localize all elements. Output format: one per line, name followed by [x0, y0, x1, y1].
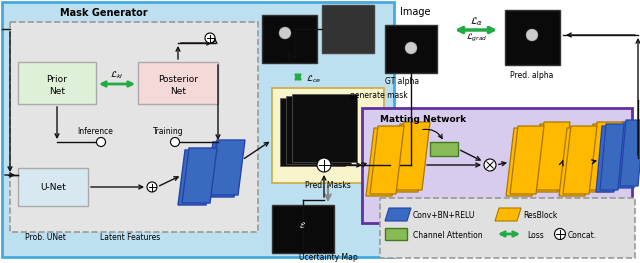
Text: Net: Net	[170, 87, 186, 95]
Text: Concat.: Concat.	[568, 230, 597, 240]
Circle shape	[205, 33, 215, 43]
FancyBboxPatch shape	[18, 62, 96, 104]
Polygon shape	[206, 142, 241, 197]
Text: Training: Training	[153, 128, 183, 136]
FancyBboxPatch shape	[262, 15, 317, 63]
Polygon shape	[495, 208, 521, 221]
Text: $\mathcal{L}_{ce}$: $\mathcal{L}_{ce}$	[306, 73, 321, 85]
FancyBboxPatch shape	[505, 10, 560, 65]
FancyBboxPatch shape	[385, 228, 407, 240]
Circle shape	[484, 159, 496, 171]
FancyArrowPatch shape	[423, 129, 442, 138]
Text: ResBlock: ResBlock	[523, 211, 557, 220]
Text: $\mathcal{E}$: $\mathcal{E}$	[300, 220, 307, 230]
Text: Prob. UNet: Prob. UNet	[25, 232, 66, 241]
Circle shape	[405, 42, 417, 54]
FancyBboxPatch shape	[286, 96, 351, 164]
Text: Loss: Loss	[527, 230, 544, 240]
Text: generate mask: generate mask	[350, 92, 408, 100]
Polygon shape	[392, 124, 426, 192]
Polygon shape	[536, 122, 570, 190]
Text: Matting Network: Matting Network	[380, 115, 466, 124]
FancyBboxPatch shape	[362, 108, 632, 223]
Polygon shape	[620, 120, 640, 186]
FancyBboxPatch shape	[385, 25, 437, 73]
Polygon shape	[589, 122, 623, 190]
Text: Pred. Masks: Pred. Masks	[305, 180, 351, 190]
Circle shape	[554, 229, 566, 240]
Text: GT alpha: GT alpha	[385, 78, 419, 87]
Circle shape	[170, 138, 179, 146]
Text: $\mathcal{L}_{kl}$: $\mathcal{L}_{kl}$	[110, 69, 124, 81]
Polygon shape	[532, 124, 566, 192]
Polygon shape	[563, 126, 597, 194]
Text: $\mathcal{L}_{\alpha}$: $\mathcal{L}_{\alpha}$	[470, 16, 484, 28]
Circle shape	[147, 182, 157, 192]
FancyBboxPatch shape	[430, 142, 458, 156]
Text: U-Net: U-Net	[40, 184, 66, 193]
Circle shape	[317, 158, 331, 172]
FancyBboxPatch shape	[272, 205, 334, 253]
FancyBboxPatch shape	[272, 88, 384, 183]
Polygon shape	[370, 126, 404, 194]
Text: Latent Features: Latent Features	[100, 232, 160, 241]
Polygon shape	[182, 148, 217, 203]
Circle shape	[97, 138, 106, 146]
Circle shape	[279, 27, 291, 39]
Text: Posterior: Posterior	[158, 75, 198, 84]
Text: Image: Image	[400, 7, 431, 17]
Text: $\mathcal{L}_{grad}$: $\mathcal{L}_{grad}$	[467, 32, 488, 44]
FancyBboxPatch shape	[10, 22, 258, 232]
Text: Ucertainty Map: Ucertainty Map	[299, 252, 357, 261]
FancyBboxPatch shape	[2, 2, 394, 257]
Text: Net: Net	[49, 87, 65, 95]
Polygon shape	[510, 126, 544, 194]
FancyBboxPatch shape	[18, 168, 88, 206]
FancyBboxPatch shape	[138, 62, 218, 104]
Text: Mask Generator: Mask Generator	[60, 8, 148, 18]
FancyBboxPatch shape	[380, 198, 635, 258]
Polygon shape	[585, 124, 619, 192]
FancyBboxPatch shape	[322, 5, 374, 53]
FancyBboxPatch shape	[280, 98, 345, 166]
Text: Channel Attention: Channel Attention	[413, 230, 483, 240]
Text: Inference: Inference	[77, 128, 113, 136]
Polygon shape	[616, 122, 640, 188]
Polygon shape	[559, 128, 593, 196]
Circle shape	[526, 29, 538, 41]
Polygon shape	[506, 128, 540, 196]
Polygon shape	[210, 140, 245, 195]
Text: Prior: Prior	[47, 75, 67, 84]
Text: Conv+BN+RELU: Conv+BN+RELU	[413, 211, 476, 220]
Text: Pred. alpha: Pred. alpha	[510, 70, 554, 79]
Polygon shape	[600, 124, 624, 190]
FancyBboxPatch shape	[292, 94, 357, 162]
Polygon shape	[385, 208, 411, 221]
Polygon shape	[366, 128, 400, 196]
Polygon shape	[596, 126, 620, 192]
Polygon shape	[396, 122, 430, 190]
Polygon shape	[178, 150, 213, 205]
